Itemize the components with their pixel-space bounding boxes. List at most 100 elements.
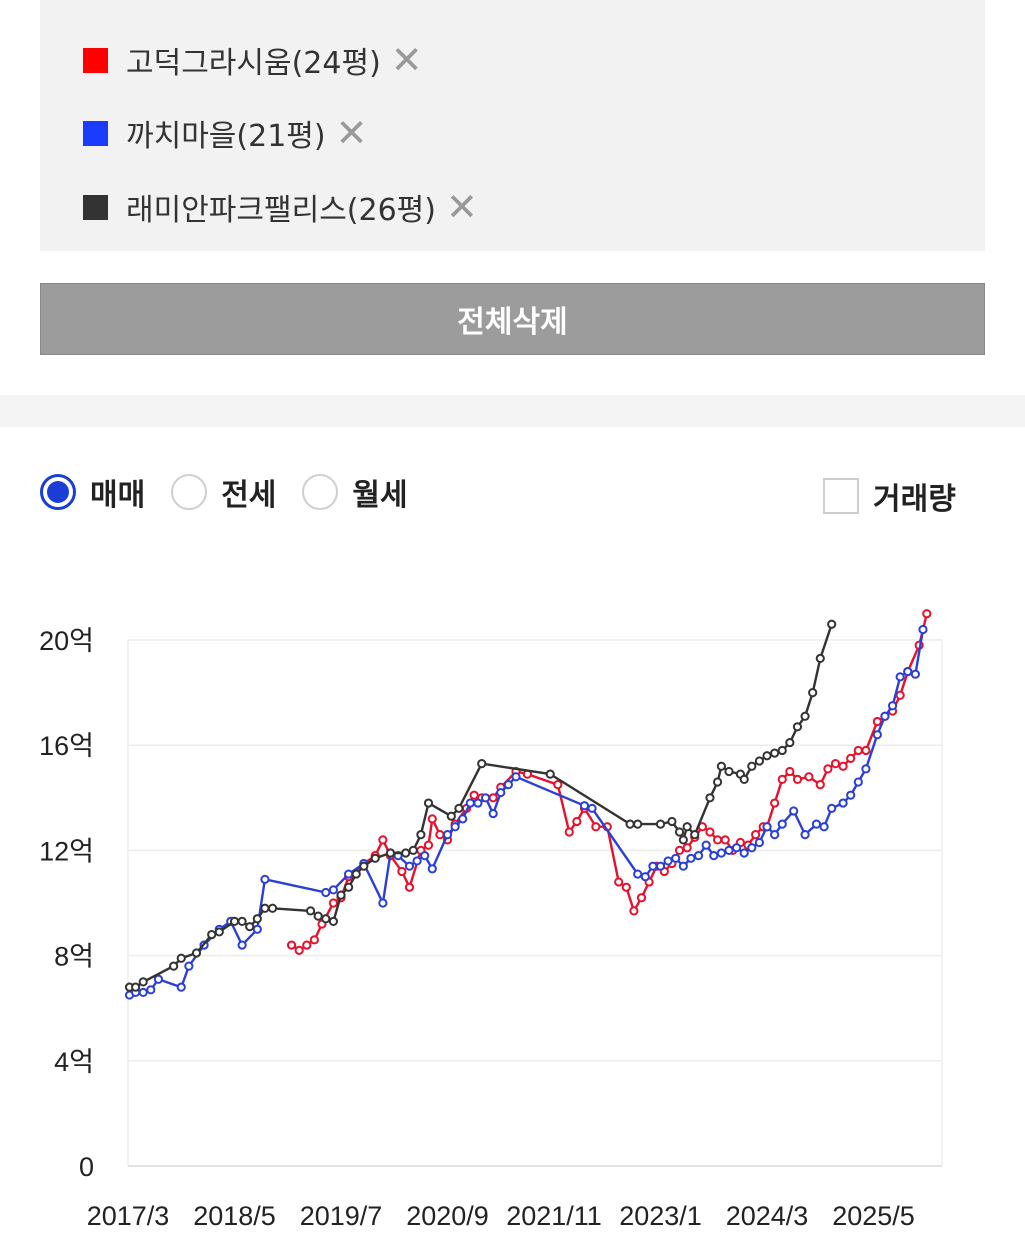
data-point <box>420 851 430 861</box>
compare-item-label: 고덕그라시움(24평) <box>126 46 381 81</box>
data-point <box>712 777 723 787</box>
data-point <box>435 830 445 840</box>
data-point <box>344 882 354 892</box>
data-point <box>671 853 681 863</box>
x-tick-label: 2017/3 <box>87 1201 170 1231</box>
color-swatch <box>83 47 108 73</box>
compare-item-gocheok: 고덕그라시움(24평) ✕ <box>83 38 423 82</box>
compare-item-label: 래미안파크팰리스(26평) <box>126 193 436 228</box>
data-point <box>682 843 692 853</box>
data-point <box>138 987 148 998</box>
volume-checkbox[interactable]: 거래량 <box>823 474 956 518</box>
data-point <box>294 945 304 955</box>
radio-monthly-rent[interactable]: 월세 <box>302 470 408 514</box>
data-point <box>762 822 772 832</box>
data-point <box>488 793 498 803</box>
data-point <box>496 787 506 798</box>
data-point <box>404 882 415 892</box>
close-icon[interactable]: ✕ <box>445 185 478 229</box>
data-point <box>846 753 856 763</box>
radio-sale[interactable]: 매매 <box>40 470 145 514</box>
close-icon[interactable]: ✕ <box>390 38 423 82</box>
data-point <box>153 974 164 984</box>
data-point <box>553 780 563 790</box>
data-point <box>861 745 871 756</box>
data-point <box>138 977 148 987</box>
data-point <box>804 772 814 782</box>
compare-item-kkachi: 까치마을(21평) ✕ <box>83 111 368 155</box>
data-point <box>678 835 688 845</box>
data-point <box>827 803 837 813</box>
data-point <box>458 814 468 824</box>
data-point <box>260 874 270 884</box>
data-point <box>397 866 407 877</box>
compare-item-raemian: 래미안파크팰리스(26평) ✕ <box>83 185 478 229</box>
data-point <box>785 737 795 748</box>
data-point <box>838 761 848 771</box>
data-point <box>655 819 666 829</box>
volume-label: 거래량 <box>873 482 956 517</box>
data-point <box>754 837 765 848</box>
data-point <box>328 885 339 895</box>
data-point <box>636 893 647 903</box>
data-point <box>245 922 255 932</box>
data-point <box>808 688 818 698</box>
data-point <box>625 819 635 829</box>
data-point <box>207 929 217 940</box>
data-point <box>815 780 825 790</box>
data-point <box>887 701 898 711</box>
y-tick-label: 20억 <box>39 626 94 656</box>
data-point <box>716 761 726 771</box>
data-point <box>918 624 928 635</box>
data-point <box>305 906 316 916</box>
data-point <box>446 811 456 821</box>
data-point <box>853 777 863 787</box>
data-point <box>587 803 597 813</box>
data-point <box>427 864 437 874</box>
data-point <box>770 830 780 840</box>
close-icon[interactable]: ✕ <box>335 111 368 155</box>
data-point <box>252 914 262 924</box>
data-point <box>591 822 601 832</box>
data-point <box>328 916 339 927</box>
data-point <box>827 619 837 629</box>
data-point <box>286 940 297 950</box>
data-point <box>229 916 240 927</box>
data-point <box>895 672 905 682</box>
data-point <box>678 861 688 871</box>
data-point <box>792 774 803 784</box>
data-point <box>922 609 932 619</box>
data-point <box>747 761 757 771</box>
checkbox-icon <box>823 478 859 514</box>
radio-jeonse[interactable]: 전세 <box>171 470 276 514</box>
data-point <box>488 808 498 819</box>
data-point <box>404 861 415 871</box>
data-point <box>309 935 319 945</box>
radio-unselected-icon <box>302 474 339 510</box>
data-point <box>895 690 905 700</box>
data-point <box>754 756 765 766</box>
x-tick-label: 2023/1 <box>619 1201 702 1231</box>
color-swatch <box>83 120 108 146</box>
delete-all-button[interactable]: 전체삭제 <box>40 283 985 355</box>
radio-label: 매매 <box>90 478 146 513</box>
data-point <box>770 748 780 758</box>
compare-item-label: 까치마을(21평) <box>126 119 326 154</box>
data-point <box>663 856 673 866</box>
data-point <box>667 816 677 827</box>
data-point <box>880 711 890 721</box>
data-point <box>267 903 278 913</box>
data-point <box>910 669 920 679</box>
data-point <box>260 903 270 913</box>
radio-unselected-icon <box>171 474 208 510</box>
data-point <box>830 759 841 769</box>
data-point <box>328 898 339 908</box>
data-point <box>176 982 186 992</box>
data-point <box>720 835 730 845</box>
data-point <box>751 830 761 840</box>
data-point <box>131 982 141 992</box>
data-point <box>701 840 711 850</box>
data-point <box>731 843 742 853</box>
data-point <box>872 716 882 727</box>
data-point <box>469 790 479 800</box>
